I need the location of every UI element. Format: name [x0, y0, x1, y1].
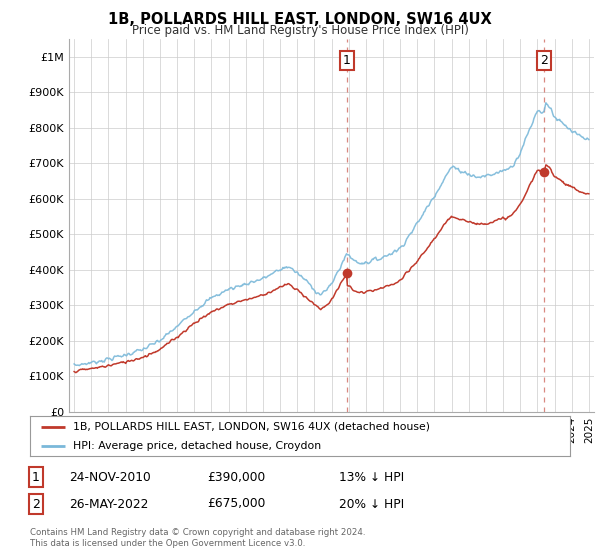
- Text: 13% ↓ HPI: 13% ↓ HPI: [339, 470, 404, 484]
- Text: 26-MAY-2022: 26-MAY-2022: [69, 497, 148, 511]
- Text: 1B, POLLARDS HILL EAST, LONDON, SW16 4UX (detached house): 1B, POLLARDS HILL EAST, LONDON, SW16 4UX…: [73, 422, 430, 432]
- Text: £390,000: £390,000: [207, 470, 265, 484]
- Text: Price paid vs. HM Land Registry's House Price Index (HPI): Price paid vs. HM Land Registry's House …: [131, 24, 469, 36]
- Text: 1: 1: [32, 470, 40, 484]
- Text: Contains HM Land Registry data © Crown copyright and database right 2024.
This d: Contains HM Land Registry data © Crown c…: [30, 528, 365, 548]
- Text: 2: 2: [540, 54, 548, 67]
- Text: 2: 2: [32, 497, 40, 511]
- Text: £675,000: £675,000: [207, 497, 265, 511]
- Text: 24-NOV-2010: 24-NOV-2010: [69, 470, 151, 484]
- Text: HPI: Average price, detached house, Croydon: HPI: Average price, detached house, Croy…: [73, 441, 322, 450]
- Text: 1: 1: [343, 54, 351, 67]
- Text: 20% ↓ HPI: 20% ↓ HPI: [339, 497, 404, 511]
- Text: 1B, POLLARDS HILL EAST, LONDON, SW16 4UX: 1B, POLLARDS HILL EAST, LONDON, SW16 4UX: [108, 12, 492, 27]
